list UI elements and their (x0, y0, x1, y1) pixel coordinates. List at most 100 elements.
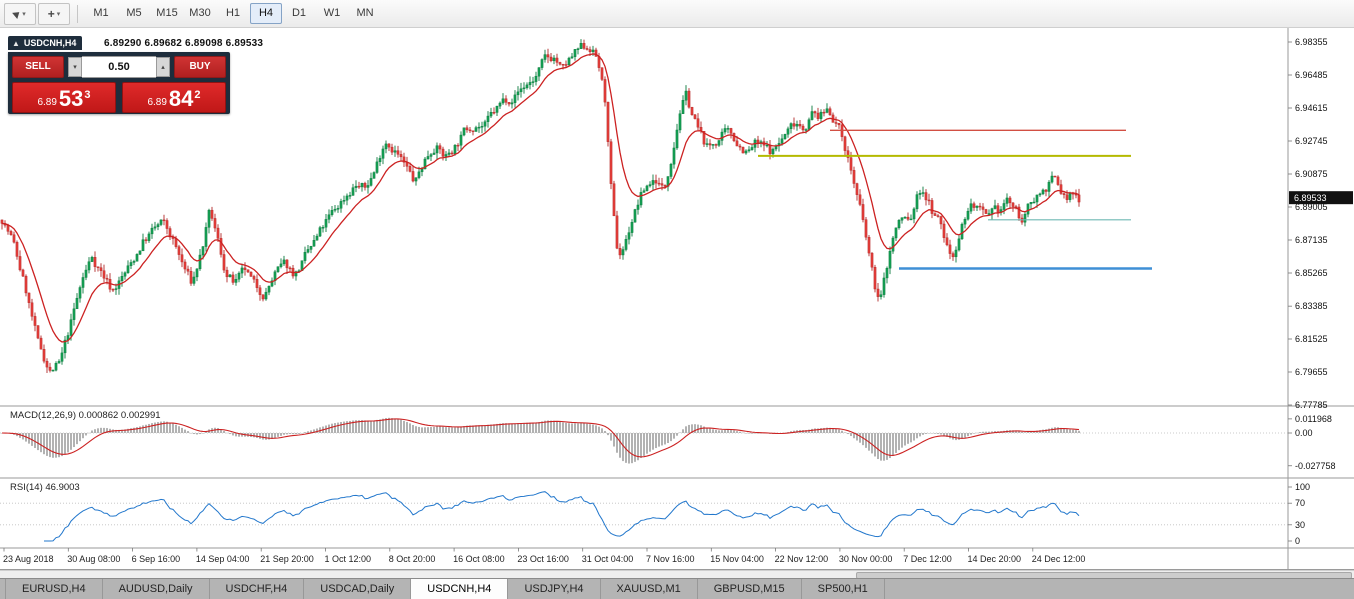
tab-bar-spacer (0, 579, 6, 599)
timeframe-button-h1[interactable]: H1 (225, 7, 241, 19)
time-tick-label: 23 Aug 2018 (3, 554, 54, 564)
time-tick-label: 6 Sep 16:00 (132, 554, 181, 564)
rsi-tick-label: 70 (1295, 498, 1305, 508)
time-tick-label: 23 Oct 16:00 (517, 554, 569, 564)
timeframe-button-m30[interactable]: M30 (189, 7, 211, 19)
time-tick-label: 8 Oct 20:00 (389, 554, 436, 564)
horizontal-scrollbar (0, 570, 1354, 579)
volume-stepper: ▾ 0.50 ▴ (68, 56, 170, 78)
price-tick-label: 6.85265 (1295, 268, 1328, 278)
price-tick-label: 6.81525 (1295, 334, 1328, 344)
tab-usdcnh-h4[interactable]: USDCNH,H4 (411, 579, 509, 599)
price-tick-label: 6.98355 (1295, 37, 1328, 47)
tab-sp500-h1[interactable]: SP500,H1 (802, 579, 885, 599)
bid-price-small: 6.89 (37, 97, 57, 108)
tab-audusd-daily[interactable]: AUDUSD,Daily (103, 579, 210, 599)
timeframe-button-mn[interactable]: MN (356, 7, 374, 19)
timeframe-group: M1 M5 M15 M30 H1 H4 D1 W1 MN (85, 3, 381, 24)
timeframe-button-d1[interactable]: D1 (291, 7, 307, 19)
candlestick-series (0, 39, 1081, 373)
ask-quote[interactable]: 6.89 84 2 (122, 82, 226, 113)
chart-window[interactable]: 6.98355 6.96485 6.94615 6.92745 6.90875 6.890… (0, 28, 1354, 570)
time-tick-label: 16 Oct 08:00 (453, 554, 505, 564)
time-tick-label: 24 Dec 12:00 (1032, 554, 1086, 564)
bid-price-sup: 3 (84, 89, 91, 101)
time-tick-label: 15 Nov 04:00 (710, 554, 764, 564)
chart-background (0, 28, 1354, 570)
rsi-indicator (0, 491, 1288, 542)
moving-average-line (1, 53, 1080, 343)
price-axis[interactable]: 6.98355 6.96485 6.94615 6.92745 6.90875 6.890… (1288, 37, 1336, 546)
tab-eurusd-h4[interactable]: EURUSD,H4 (6, 579, 103, 599)
macd-tick-label: 0.00 (1295, 428, 1313, 438)
macd-label: MACD(12,26,9) 0.000862 0.002991 (10, 410, 161, 421)
current-price-label: 6.89533 (1289, 191, 1353, 205)
rsi-line (44, 491, 1080, 542)
top-toolbar: ▾ + ▾ M1 M5 M15 M30 H1 H4 D1 W1 MN (0, 0, 1354, 28)
rsi-tick-label: 100 (1295, 482, 1310, 492)
time-tick-label: 22 Nov 12:00 (775, 554, 829, 564)
price-tick-label: 6.83385 (1295, 301, 1328, 311)
chart-canvas[interactable]: 6.983556.964856.946156.927456.908756.890… (0, 28, 1354, 570)
tab-usdcad-daily[interactable]: USDCAD,Daily (304, 579, 412, 599)
price-tick-label: 6.87135 (1295, 235, 1328, 245)
time-tick-label: 14 Dec 20:00 (968, 554, 1022, 564)
chevron-down-icon: ▾ (56, 10, 61, 18)
volume-decrease-button[interactable]: ▾ (68, 57, 82, 77)
volume-increase-button[interactable]: ▴ (156, 57, 170, 77)
tab-gbpusd-m15[interactable]: GBPUSD,M15 (698, 579, 802, 599)
crosshair-icon: + (47, 6, 55, 21)
time-tick-label: 7 Dec 12:00 (903, 554, 952, 564)
price-tick-label: 6.79655 (1295, 367, 1328, 377)
chart-tab-bar: EURUSD,H4 AUDUSD,Daily USDCHF,H4 USDCAD,Dai… (0, 578, 1354, 599)
time-axis[interactable]: 23 Aug 2018 30 Aug 08:00 6 Sep 16:00 14 Sep… (3, 548, 1085, 564)
chevron-down-icon: ▾ (22, 10, 26, 18)
rsi-label: RSI(14) 46.9003 (10, 482, 80, 493)
ask-price-small: 6.89 (147, 97, 167, 108)
price-tick-label: 6.96485 (1295, 70, 1328, 80)
price-tick-label: 6.94615 (1295, 103, 1328, 113)
tab-usdchf-h4[interactable]: USDCHF,H4 (210, 579, 305, 599)
timeframe-button-m15[interactable]: M15 (156, 7, 178, 19)
one-click-trade-panel: SELL ▾ 0.50 ▴ BUY 6.89 53 3 6.89 84 2 (8, 52, 230, 114)
svg-text:6.89533: 6.89533 (1294, 193, 1327, 203)
buy-button[interactable]: BUY (174, 56, 226, 78)
symbol-chip[interactable]: ▲ USDCNH,H4 (8, 36, 83, 50)
bid-price-big: 53 (58, 86, 84, 111)
bid-quote[interactable]: 6.89 53 3 (12, 82, 116, 113)
toolbar-separator (77, 4, 78, 23)
cursor-tool-button[interactable]: ▾ (4, 2, 36, 25)
price-tick-label: 6.90875 (1295, 169, 1328, 179)
trade-panel-collapse-arrow[interactable]: ▲ (12, 38, 20, 48)
price-tick-label: 6.77785 (1295, 400, 1328, 410)
time-tick-label: 1 Oct 12:00 (325, 554, 372, 564)
volume-input[interactable]: 0.50 (82, 56, 156, 78)
macd-tick-label: -0.027758 (1295, 461, 1336, 471)
macd-tick-label: 0.011968 (1295, 414, 1332, 424)
time-tick-label: 30 Aug 08:00 (67, 554, 120, 564)
crosshair-tool-button[interactable]: + ▾ (38, 2, 70, 25)
symbol-period-label: USDCNH,H4 (23, 38, 77, 48)
timeframe-button-m1[interactable]: M1 (93, 7, 109, 19)
timeframe-button-h4[interactable]: H4 (250, 3, 282, 24)
macd-indicator (0, 417, 1288, 464)
tab-usdjpy-h4[interactable]: USDJPY,H4 (508, 579, 601, 599)
tab-xauusd-m1[interactable]: XAUUSD,M1 (601, 579, 698, 599)
rsi-tick-label: 0 (1295, 536, 1300, 546)
price-tick-label: 6.89005 (1295, 202, 1328, 212)
time-tick-label: 14 Sep 04:00 (196, 554, 250, 564)
timeframe-button-m5[interactable]: M5 (126, 7, 142, 19)
time-tick-label: 7 Nov 16:00 (646, 554, 695, 564)
timeframe-button-w1[interactable]: W1 (323, 7, 341, 19)
cursor-icon (12, 8, 23, 19)
rsi-tick-label: 30 (1295, 520, 1305, 530)
ask-price-big: 84 (168, 86, 194, 111)
sell-button[interactable]: SELL (12, 56, 64, 78)
ask-price-sup: 2 (194, 89, 201, 101)
time-tick-label: 21 Sep 20:00 (260, 554, 314, 564)
price-tick-label: 6.92745 (1295, 136, 1328, 146)
time-tick-label: 30 Nov 00:00 (839, 554, 893, 564)
macd-signal-line (1, 418, 1080, 458)
time-tick-label: 31 Oct 04:00 (582, 554, 634, 564)
ohlc-readout: 6.89290 6.89682 6.89098 6.89533 (104, 38, 264, 49)
